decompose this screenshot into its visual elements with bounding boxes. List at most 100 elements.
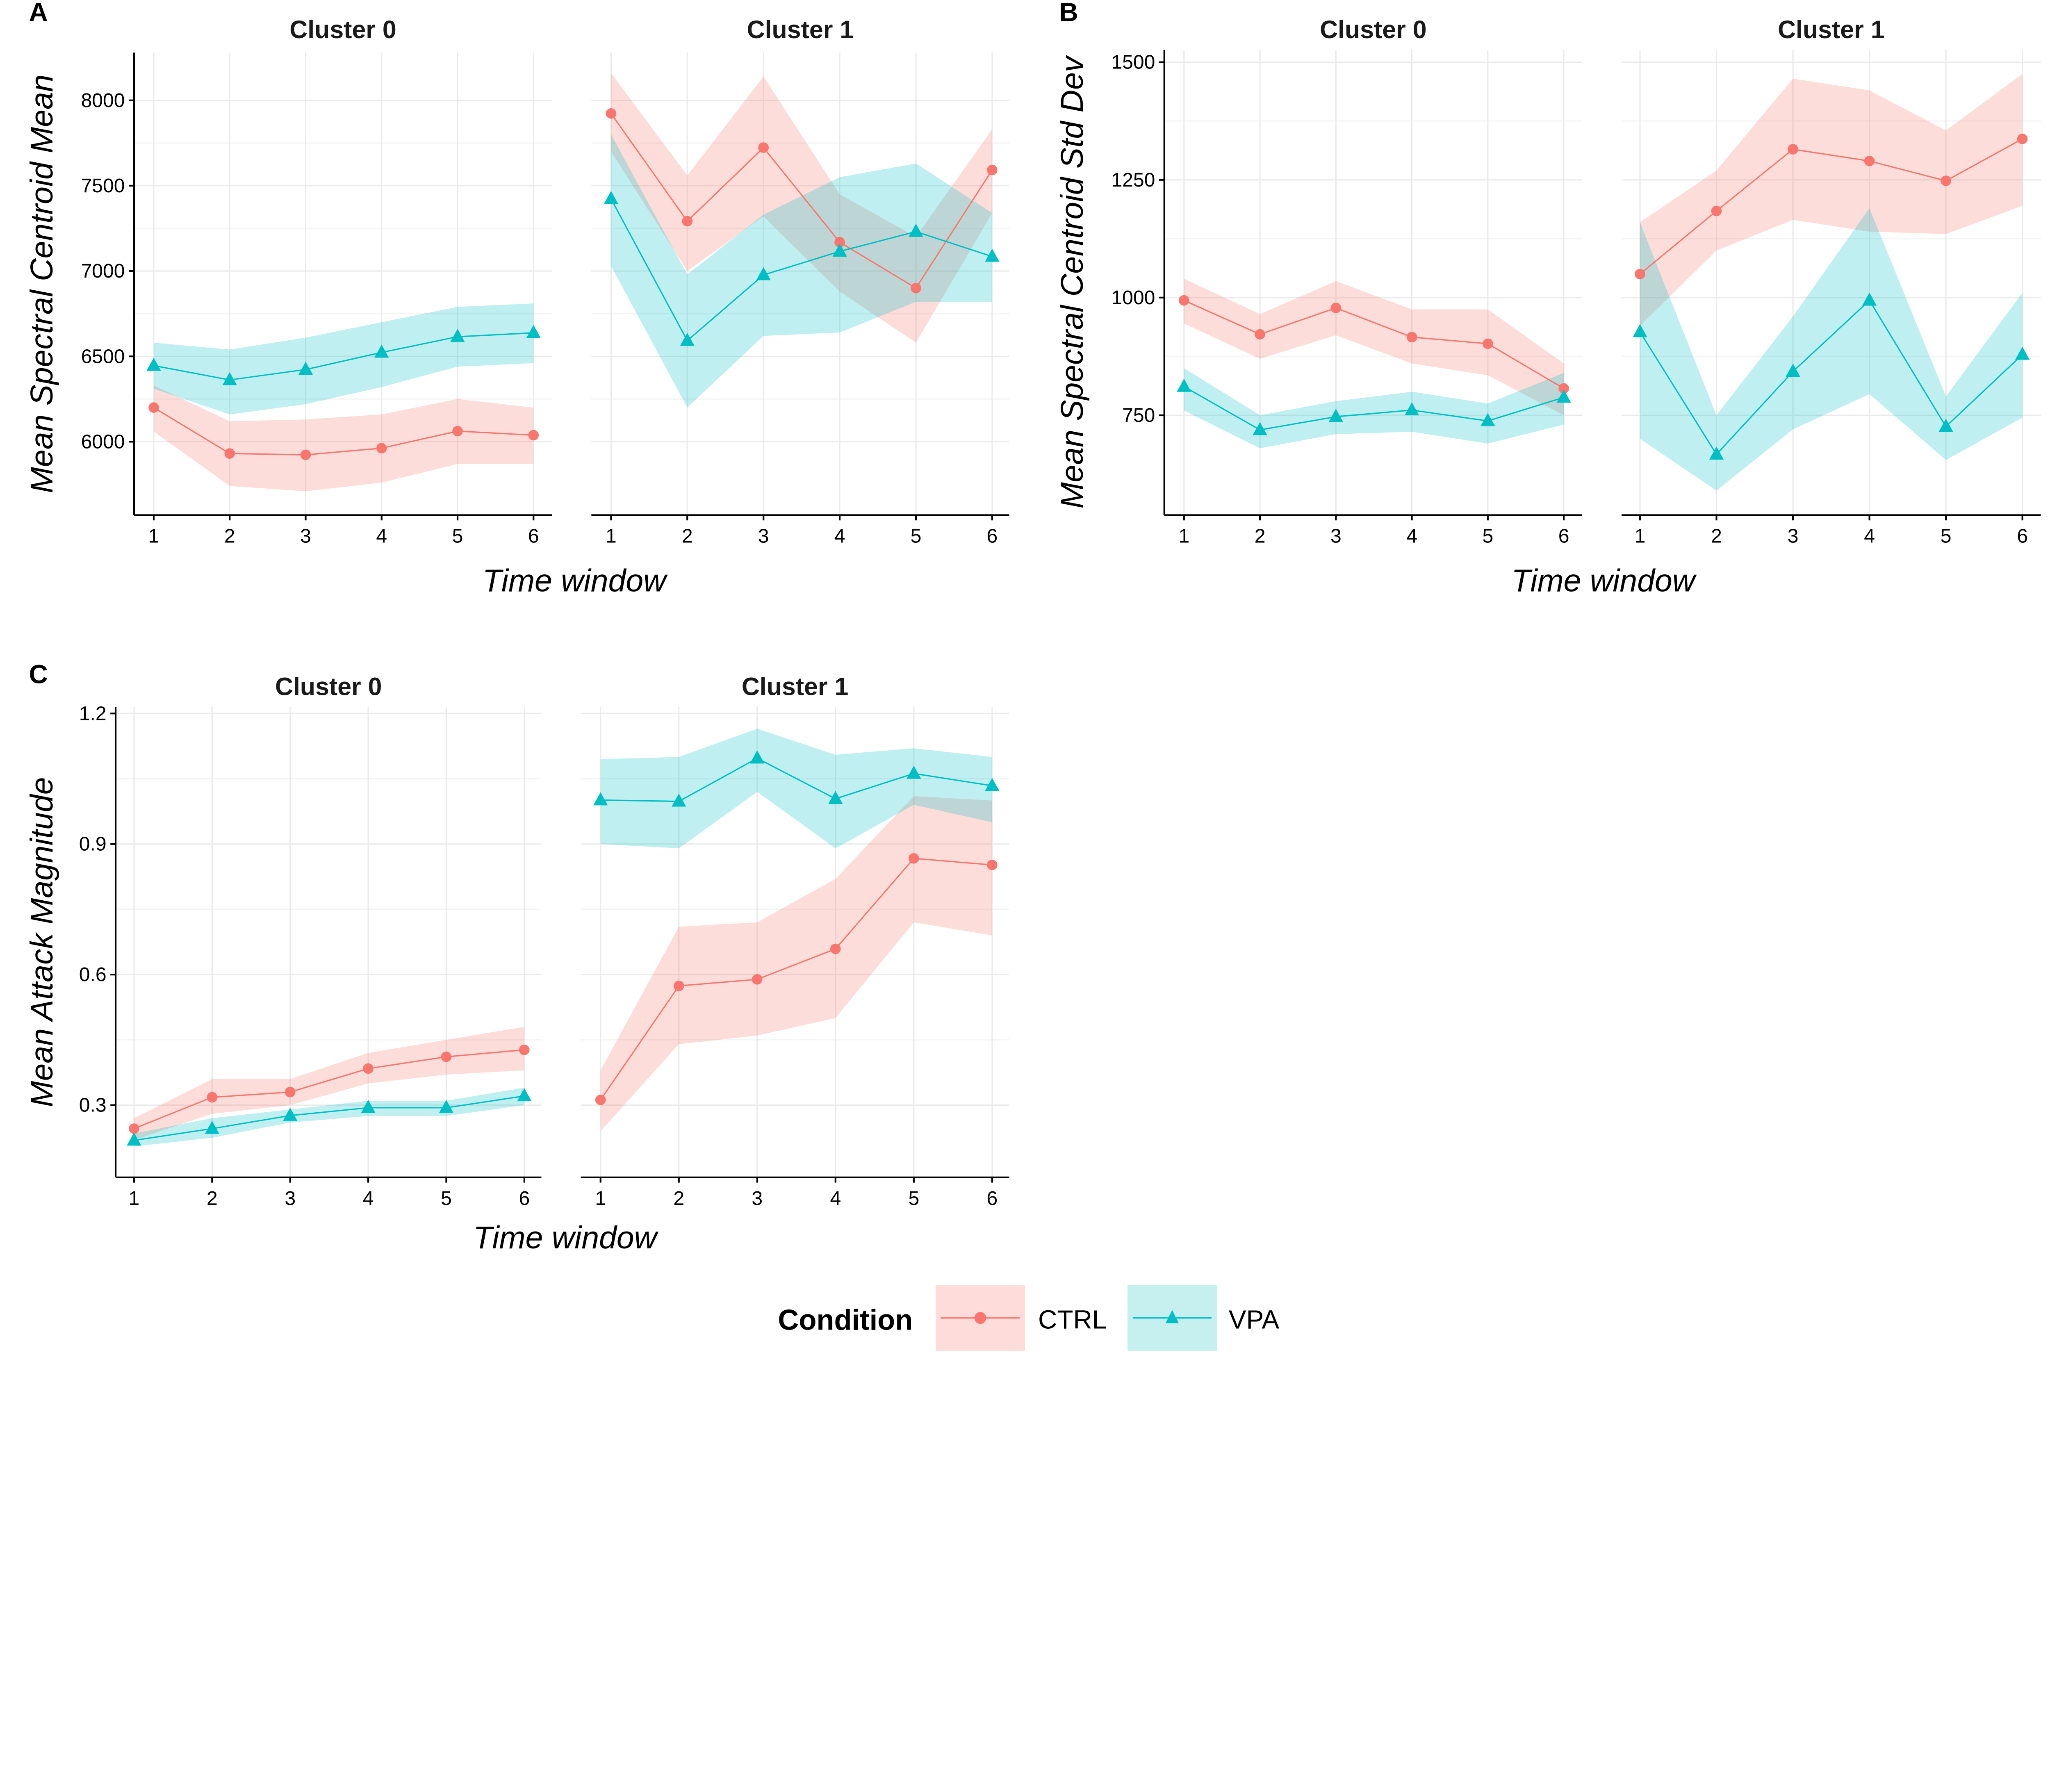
- point-ctrl: [519, 1044, 530, 1055]
- ribbon-vpa: [134, 1088, 524, 1147]
- line-vpa: [600, 757, 993, 802]
- point-ctrl: [1178, 295, 1189, 306]
- line-vpa: [610, 198, 993, 342]
- x-axis-title: Time window: [483, 563, 668, 598]
- point-ctrl: [376, 443, 387, 454]
- point-vpa: [985, 248, 1000, 262]
- line-ctrl: [1639, 138, 2023, 275]
- point-ctrl: [1406, 332, 1417, 343]
- point-ctrl: [1711, 205, 1722, 216]
- line-ctrl: [153, 407, 534, 456]
- point-ctrl: [2017, 134, 2028, 144]
- x-tick-label: 5: [908, 1187, 919, 1209]
- ribbon-vpa: [1184, 368, 1564, 449]
- y-axis-title: Mean Spectral Centroid Mean: [24, 74, 59, 493]
- point-vpa: [1938, 419, 1953, 432]
- figure: Condition CTRL VPA A Mean Spectral Centro…: [24, 0, 2041, 1351]
- x-tick-label: 4: [1864, 525, 1875, 547]
- point-ctrl: [300, 449, 311, 460]
- x-tick-label: 4: [834, 525, 845, 547]
- x-tick-label: 1: [148, 525, 159, 547]
- y-tick-label: 0.9: [79, 833, 107, 855]
- point-vpa: [205, 1120, 219, 1134]
- y-tick-label: 0.3: [79, 1094, 107, 1116]
- x-tick-label: 4: [1406, 525, 1417, 547]
- facet-title: Cluster 0: [275, 673, 382, 701]
- point-vpa: [909, 223, 923, 237]
- x-tick-label: 3: [300, 525, 311, 547]
- ribbon-ctrl: [1184, 278, 1564, 415]
- ribbon-vpa: [600, 729, 992, 849]
- point-ctrl: [224, 448, 235, 459]
- panel-label: A: [29, 0, 48, 27]
- facet-title: Cluster 1: [747, 16, 854, 43]
- legend-marker-vpa: [1165, 1310, 1179, 1323]
- point-ctrl: [528, 430, 539, 441]
- point-vpa: [1481, 413, 1495, 426]
- x-tick-label: 6: [986, 525, 998, 547]
- point-vpa: [1177, 378, 1191, 392]
- point-ctrl: [987, 859, 998, 870]
- line-ctrl: [610, 113, 993, 289]
- point-vpa: [672, 793, 686, 807]
- panel-B: B Mean Spectral Centroid Std Dev Time wind…: [1055, 0, 2041, 598]
- ribbon-ctrl: [1640, 74, 2023, 326]
- x-tick-label: 6: [986, 1187, 998, 1209]
- point-ctrl: [1330, 303, 1342, 313]
- point-ctrl: [752, 974, 763, 985]
- y-tick-label: 0.6: [79, 963, 107, 986]
- point-vpa: [2015, 346, 2030, 360]
- point-ctrl: [148, 402, 159, 413]
- line-vpa: [1184, 386, 1564, 431]
- x-tick-label: 4: [376, 525, 387, 547]
- point-vpa: [450, 329, 465, 342]
- facet-1: Cluster 1 1 2 3 4 5 6: [1622, 16, 2041, 547]
- point-ctrl: [595, 1095, 606, 1105]
- y-tick-label: 1250: [1111, 169, 1155, 191]
- x-tick-label: 1: [1178, 525, 1189, 547]
- line-ctrl: [1184, 300, 1564, 389]
- y-tick-label: 8000: [81, 89, 125, 112]
- facet-title: Cluster 1: [742, 673, 849, 701]
- point-vpa: [146, 357, 161, 371]
- line-ctrl: [600, 858, 992, 1100]
- ribbon-vpa: [1640, 208, 2023, 491]
- panel-C: C Mean Attack Magnitude Time window Cluster…: [24, 660, 1009, 1255]
- point-vpa: [985, 778, 1000, 791]
- point-ctrl: [285, 1086, 296, 1098]
- ribbon-vpa: [611, 134, 992, 408]
- point-ctrl: [1635, 269, 1645, 280]
- point-ctrl: [207, 1092, 218, 1103]
- line-vpa: [153, 332, 534, 381]
- x-tick-label: 2: [682, 525, 693, 547]
- panel-label: C: [29, 660, 48, 689]
- y-tick-label: 6500: [81, 345, 125, 367]
- point-ctrl: [1558, 383, 1569, 394]
- point-ctrl: [1941, 175, 1951, 186]
- point-vpa: [1633, 324, 1647, 337]
- point-vpa: [1253, 422, 1267, 435]
- point-ctrl: [909, 853, 919, 864]
- legend-marker-ctrl: [974, 1312, 986, 1324]
- x-tick-label: 1: [606, 525, 617, 547]
- point-vpa: [907, 765, 921, 779]
- x-tick-label: 5: [1482, 525, 1493, 547]
- facet-1: Cluster 1 1 2 3 4 5 6: [581, 673, 1009, 1209]
- point-vpa: [222, 372, 237, 385]
- point-vpa: [127, 1132, 141, 1146]
- point-ctrl: [1788, 144, 1798, 155]
- point-ctrl: [606, 108, 617, 119]
- point-vpa: [517, 1088, 532, 1102]
- point-vpa: [361, 1100, 376, 1113]
- x-tick-label: 3: [1788, 525, 1799, 547]
- point-vpa: [283, 1107, 298, 1121]
- point-vpa: [593, 792, 608, 806]
- legend: Condition CTRL VPA: [778, 1285, 1280, 1351]
- point-vpa: [1328, 409, 1343, 422]
- panel-A: A Mean Spectral Centroid Mean Time window C…: [24, 0, 1009, 598]
- facet-1: Cluster 1 1 2 3 4 5 6: [591, 16, 1009, 547]
- point-vpa: [750, 750, 765, 764]
- point-vpa: [828, 791, 843, 804]
- point-ctrl: [452, 426, 463, 437]
- x-axis-title: Time window: [1511, 563, 1697, 598]
